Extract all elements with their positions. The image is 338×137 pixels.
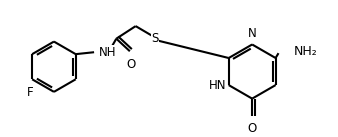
Text: NH: NH [99,46,116,59]
Text: S: S [151,32,159,45]
Text: N: N [248,27,257,40]
Text: HN: HN [209,79,227,92]
Text: NH₂: NH₂ [294,45,318,58]
Text: O: O [247,122,257,135]
Text: O: O [126,58,136,71]
Text: F: F [27,86,33,99]
